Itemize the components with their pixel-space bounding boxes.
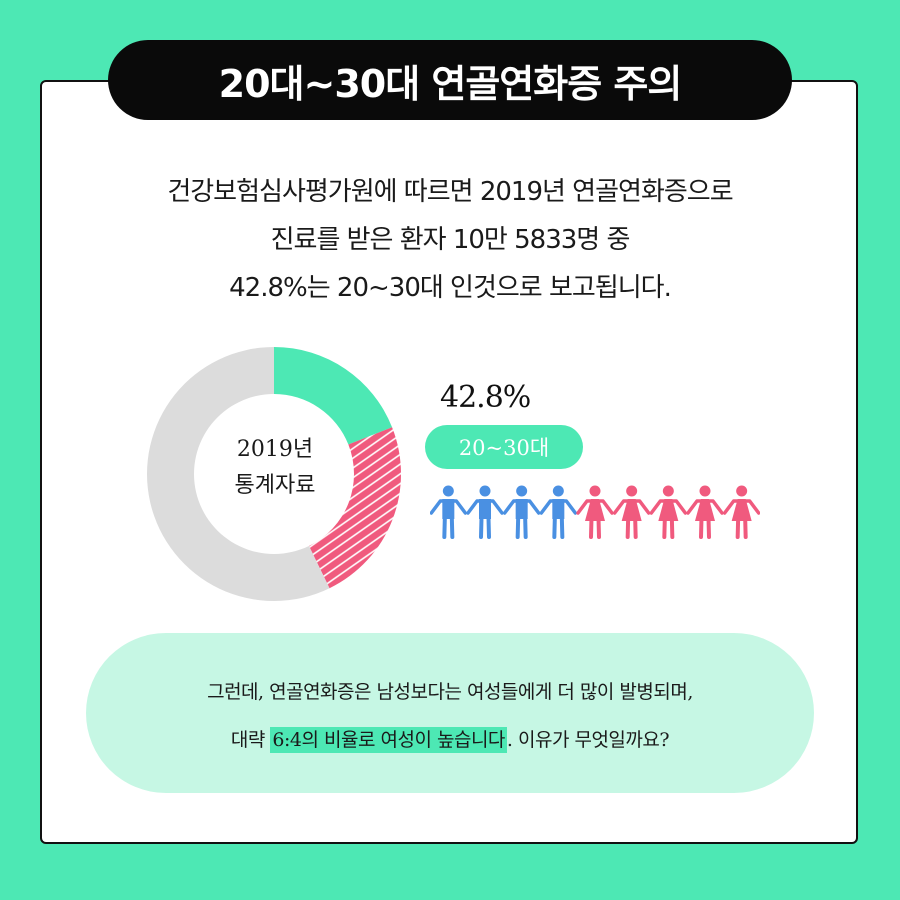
donut-center-year: 2019년: [236, 437, 314, 462]
age-group-badge: 20~30대: [425, 425, 583, 469]
question-prefix: 대략: [230, 729, 271, 751]
male-person-icon: [466, 485, 504, 539]
female-person-icon: [686, 485, 724, 539]
intro-line-3: 42.8%는 20~30대 인것으로 보고됩니다.: [229, 273, 672, 303]
female-person-icon: [612, 485, 651, 539]
female-person-icon: [576, 485, 614, 539]
donut-center-caption: 통계자료: [234, 473, 316, 498]
intro-line-1: 건강보험심사평가원에 따르면 2019년 연골연화증으로: [167, 177, 733, 207]
page-title: 20대~30대 연골연화증 주의: [218, 61, 683, 106]
title-banner: 20대~30대 연골연화증 주의: [108, 40, 792, 120]
question-box: [86, 633, 814, 793]
percent-label: 42.8%: [440, 380, 531, 415]
female-person-icon: [649, 485, 688, 539]
age-group-label: 20~30대: [458, 436, 550, 460]
donut-slice-1: [274, 347, 393, 445]
question-line-1: 그런데, 연골연화증은 남성보다는 여성들에게 더 많이 발병되며,: [207, 681, 693, 703]
ratio-highlight: 6:4의 비율로 여성이 높습니다: [270, 727, 507, 753]
question-line-2: 대략 6:4의 비율로 여성이 높습니다. 이유가 무엇일까요?: [86, 716, 814, 764]
donut-center-label: 2019년 통계자료: [205, 432, 345, 504]
intro-line-2: 진료를 받은 환자 10만 5833명 중: [270, 225, 631, 255]
people-pictogram: [430, 485, 760, 539]
donut-slice-3: [146, 347, 330, 601]
question-text: 그런데, 연골연화증은 남성보다는 여성들에게 더 많이 발병되며, 대략 6:…: [86, 668, 814, 764]
donut-slice-2: [308, 427, 401, 589]
donut-chart: [146, 347, 401, 601]
male-person-icon: [539, 485, 578, 539]
male-person-icon: [502, 485, 541, 539]
male-person-icon: [430, 485, 468, 539]
female-person-icon: [722, 485, 760, 539]
question-suffix: . 이유가 무엇일까요?: [506, 729, 670, 751]
intro-text: 건강보험심사평가원에 따르면 2019년 연골연화증으로 진료를 받은 환자 1…: [60, 168, 840, 312]
